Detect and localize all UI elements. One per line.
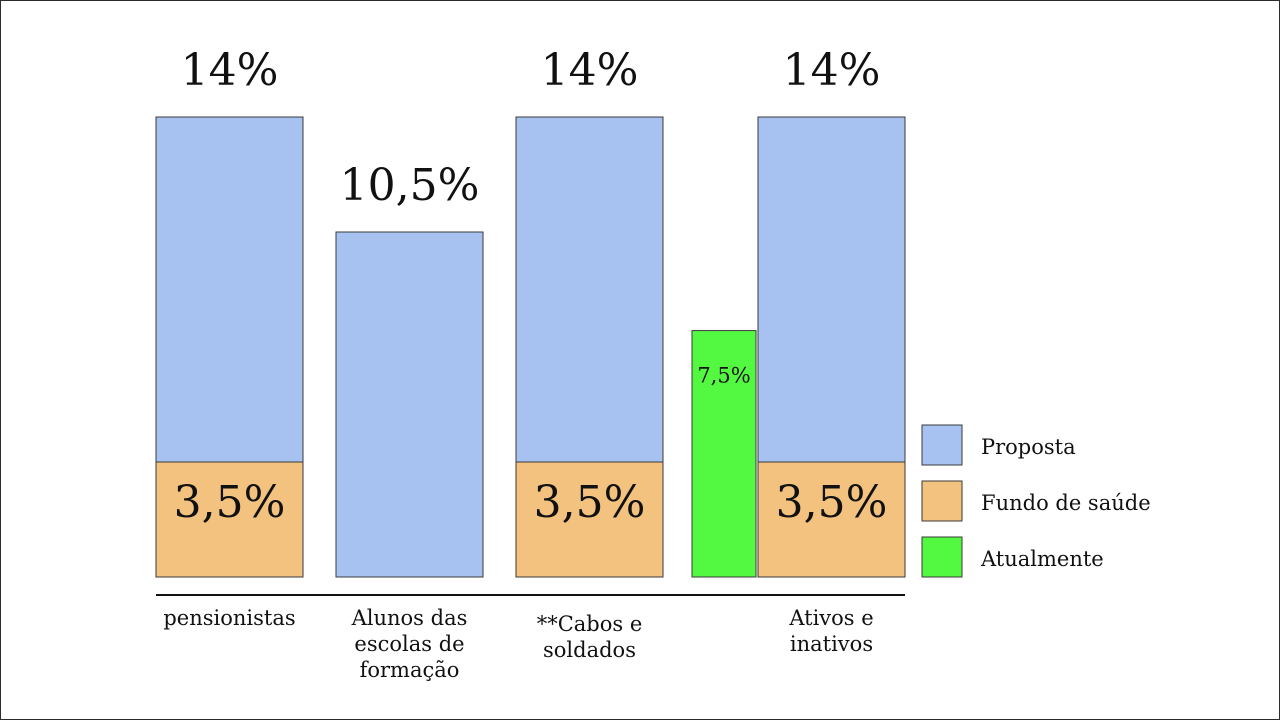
total-label-0: 14%	[181, 45, 279, 96]
bar-proposta-2	[515, 116, 664, 463]
category-label-2: **Cabos e soldados	[496, 611, 683, 663]
bar-atualmente-3	[691, 330, 757, 578]
category-label-3: Ativos e inativos	[738, 605, 925, 657]
bar-proposta-3	[757, 116, 906, 463]
legend-swatch-0	[921, 424, 963, 466]
legend-label-1: Fundo de saúde	[981, 491, 1151, 515]
bar-proposta-1	[335, 231, 484, 578]
bar-fundo-saude-2	[515, 461, 664, 578]
legend-label-0: Proposta	[981, 435, 1076, 459]
category-label-0: pensionistas	[136, 605, 323, 631]
legend-swatch-2	[921, 536, 963, 578]
legend-label-2: Atualmente	[980, 547, 1104, 571]
category-label-line: inativos	[789, 632, 874, 656]
fundo-label-3: 3,5%	[776, 477, 888, 528]
category-label-line: Ativos e	[789, 606, 874, 630]
category-label-line: **Cabos e	[536, 612, 643, 636]
legend-swatch-1	[921, 480, 963, 522]
category-label-line: Alunos das	[351, 606, 468, 630]
total-label-3: 14%	[783, 45, 881, 96]
category-label-1: Alunos das escolas de formação	[316, 605, 503, 683]
bar-proposta-0	[155, 116, 304, 463]
category-label-line: formação	[359, 658, 460, 682]
atualmente-label: 7,5%	[697, 364, 750, 388]
category-label-line: escolas de	[354, 632, 465, 656]
fundo-label-0: 3,5%	[174, 477, 286, 528]
bar-fundo-saude-3	[757, 461, 906, 578]
total-label-2: 14%	[541, 45, 639, 96]
category-label-line: soldados	[543, 638, 636, 662]
category-label-line: pensionistas	[163, 606, 296, 630]
fundo-label-2: 3,5%	[534, 477, 646, 528]
bar-fundo-saude-0	[155, 461, 304, 578]
total-label-1: 10,5%	[340, 160, 480, 211]
